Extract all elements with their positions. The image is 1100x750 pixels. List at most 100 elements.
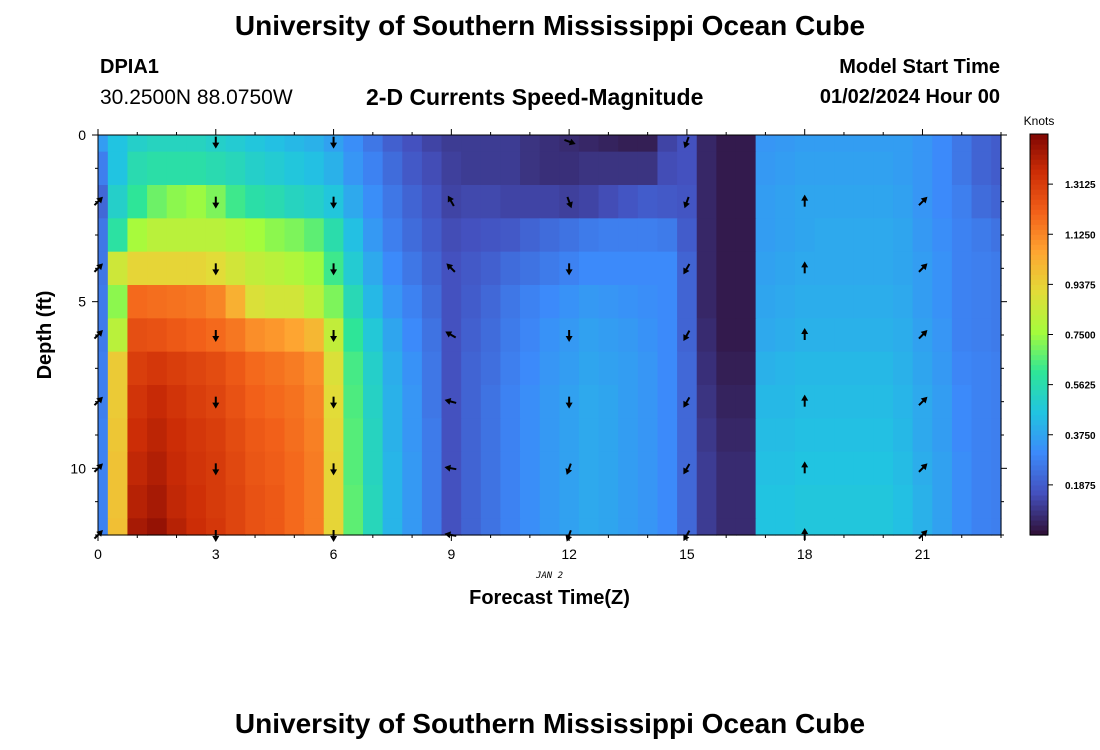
heatmap-cell: [559, 218, 580, 253]
heatmap-cell: [873, 151, 894, 186]
heatmap-cell: [775, 135, 796, 153]
heatmap-cell: [893, 135, 914, 153]
colorbar-segment: [1030, 184, 1048, 190]
x-tick-label: 12: [561, 546, 577, 562]
heatmap-cell: [382, 351, 403, 386]
heatmap-cell: [755, 185, 776, 219]
heatmap-cell: [264, 351, 286, 386]
heatmap-cell: [402, 351, 423, 386]
heatmap-cell: [382, 285, 403, 319]
colorbar-segment: [1030, 324, 1048, 331]
heatmap-cell: [578, 518, 600, 536]
heatmap-cell: [853, 251, 875, 286]
heatmap-cell: [402, 385, 423, 419]
heatmap-cell: [618, 285, 639, 319]
heatmap-cell: [755, 218, 776, 253]
heatmap-cell: [696, 385, 717, 419]
heatmap-cell: [186, 385, 207, 419]
heatmap-cell: [225, 418, 246, 453]
heatmap-cell: [971, 518, 992, 536]
heatmap-cell: [264, 418, 286, 453]
colorbar-segment: [1030, 354, 1048, 361]
vector-head: [683, 141, 690, 149]
colorbar-segment: [1030, 454, 1048, 461]
y-tick-label: 5: [78, 294, 86, 310]
heatmap-cell: [98, 351, 109, 386]
vector-head: [447, 195, 454, 203]
colorbar-segment: [1030, 344, 1048, 351]
heatmap-cell: [284, 318, 305, 353]
heatmap-cell: [716, 251, 737, 286]
vector-head: [212, 402, 220, 409]
heatmap-cell: [461, 451, 482, 486]
colorbar-segment: [1030, 214, 1048, 220]
heatmap-cell: [520, 485, 541, 519]
heatmap-cell: [304, 251, 325, 286]
heatmap-cell: [107, 151, 129, 186]
heatmap-cell: [951, 318, 973, 353]
heatmap-cell: [264, 185, 286, 219]
heatmap-cell: [500, 251, 521, 286]
heatmap-cell: [186, 418, 207, 453]
colorbar-segment: [1030, 404, 1048, 411]
heatmap-cell: [166, 285, 187, 319]
x-tick-label: 0: [94, 546, 102, 562]
heatmap-cell: [696, 251, 717, 286]
heatmap-cell: [520, 351, 541, 386]
heatmap-cell: [147, 185, 168, 219]
heatmap-cell: [893, 151, 914, 186]
heatmap-cell: [186, 151, 207, 186]
current-vector: [918, 396, 928, 406]
heatmap-cell: [814, 218, 835, 253]
heatmap-cell: [166, 451, 187, 486]
heatmap-cell: [873, 518, 894, 536]
heatmap-cell: [461, 151, 482, 186]
heatmap-cell: [382, 451, 403, 486]
heatmap-cell: [853, 451, 875, 486]
heatmap-cell: [696, 218, 717, 253]
heatmap-cell: [598, 218, 619, 253]
heatmap-cell: [834, 385, 855, 419]
heatmap-cell: [166, 185, 187, 219]
heatmap-cell: [618, 451, 639, 486]
heatmap-cell: [677, 485, 698, 519]
heatmap-cell: [421, 385, 443, 419]
current-vector: [683, 136, 690, 149]
heatmap-cell: [716, 485, 737, 519]
heatmap-cell: [421, 351, 443, 386]
heatmap-cell: [991, 135, 1002, 153]
heatmap-cell: [147, 418, 168, 453]
heatmap-cell: [127, 418, 148, 453]
heatmap-cell: [382, 135, 403, 153]
colorbar-segment: [1030, 499, 1048, 506]
station-id: DPIA1: [100, 56, 159, 78]
heatmap-cell: [657, 385, 678, 419]
current-vector: [330, 396, 338, 409]
x-axis-title: Forecast Time(Z): [469, 587, 630, 609]
heatmap-cell: [578, 251, 600, 286]
colorbar-segment: [1030, 169, 1048, 175]
heatmap-cell: [814, 251, 835, 286]
heatmap-cell: [971, 218, 992, 253]
current-vector: [447, 195, 455, 207]
heatmap-cell: [304, 185, 325, 219]
heatmap-cell: [245, 251, 266, 286]
heatmap-cell: [225, 251, 246, 286]
heatmap-cell: [520, 151, 541, 186]
heatmap-cell: [480, 135, 502, 153]
heatmap-cell: [716, 135, 737, 153]
heatmap-cell: [461, 518, 482, 536]
heatmap-cell: [98, 151, 109, 186]
heatmap-cell: [853, 285, 875, 319]
heatmap-cell: [520, 518, 541, 536]
heatmap-cell: [147, 251, 168, 286]
heatmap-cell: [932, 418, 953, 453]
heatmap-cell: [127, 318, 148, 353]
vector-head: [330, 269, 338, 276]
heatmap-cell: [559, 418, 580, 453]
vector-head: [683, 267, 690, 275]
heatmap-cell: [127, 251, 148, 286]
heatmap-cells: [98, 135, 1002, 536]
heatmap-cell: [971, 385, 992, 419]
vector-head: [445, 331, 453, 338]
